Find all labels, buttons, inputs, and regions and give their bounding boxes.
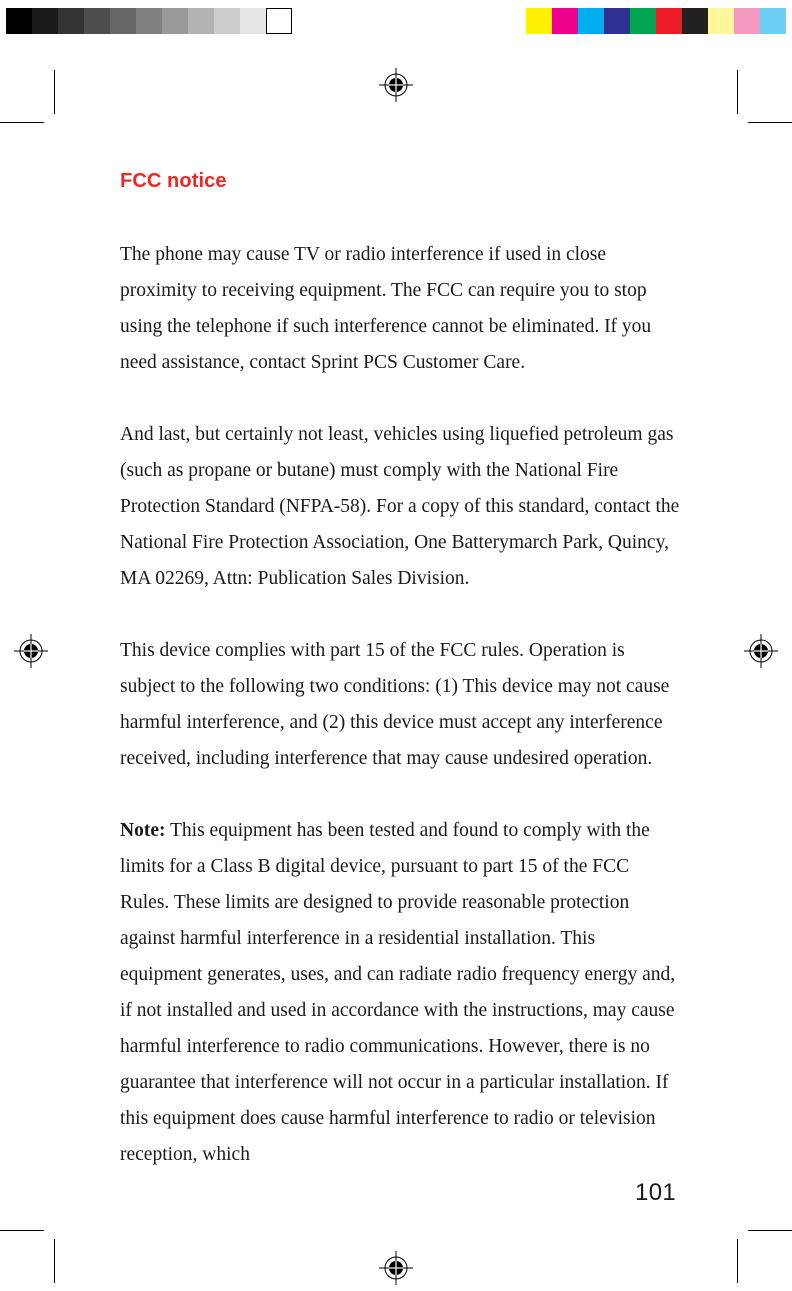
crop-mark <box>748 1230 792 1231</box>
color-swatch <box>162 8 188 34</box>
color-swatch <box>6 8 32 34</box>
color-swatch <box>578 8 604 34</box>
colorbar-grayscale <box>6 8 292 34</box>
paragraph-note: Note: This equipment has been tested and… <box>120 813 682 1173</box>
note-body: This equipment has been tested and found… <box>120 820 675 1165</box>
paragraph: And last, but certainly not least, vehic… <box>120 417 682 597</box>
crop-mark <box>748 122 792 123</box>
crop-mark <box>0 122 44 123</box>
page-number: 101 <box>635 1179 676 1207</box>
crop-mark <box>737 70 738 114</box>
color-swatch <box>58 8 84 34</box>
color-swatch <box>604 8 630 34</box>
color-swatch <box>110 8 136 34</box>
crop-mark <box>737 1239 738 1283</box>
color-swatch <box>214 8 240 34</box>
color-swatch <box>552 8 578 34</box>
color-swatch <box>526 8 552 34</box>
crop-mark <box>54 1239 55 1283</box>
paragraph: The phone may cause TV or radio interfer… <box>120 237 682 381</box>
crop-mark <box>0 1230 44 1231</box>
page-root: FCC notice The phone may cause TV or rad… <box>0 0 792 1291</box>
section-heading: FCC notice <box>120 170 682 193</box>
color-swatch <box>682 8 708 34</box>
color-swatch <box>734 8 760 34</box>
crop-mark <box>54 70 55 114</box>
color-swatch <box>188 8 214 34</box>
content-block: FCC notice The phone may cause TV or rad… <box>120 170 682 1173</box>
color-swatch <box>708 8 734 34</box>
registration-mark-icon <box>744 634 778 668</box>
registration-mark-icon <box>14 634 48 668</box>
color-swatch <box>84 8 110 34</box>
color-swatch <box>760 8 786 34</box>
registration-mark-icon <box>379 1251 413 1285</box>
registration-mark-icon <box>379 68 413 102</box>
color-swatch <box>32 8 58 34</box>
color-swatch <box>136 8 162 34</box>
colorbar-colors <box>526 8 786 34</box>
color-swatch <box>630 8 656 34</box>
color-swatch <box>266 8 292 34</box>
note-label: Note: <box>120 820 165 841</box>
paragraph: This device complies with part 15 of the… <box>120 633 682 777</box>
color-swatch <box>656 8 682 34</box>
color-swatch <box>240 8 266 34</box>
